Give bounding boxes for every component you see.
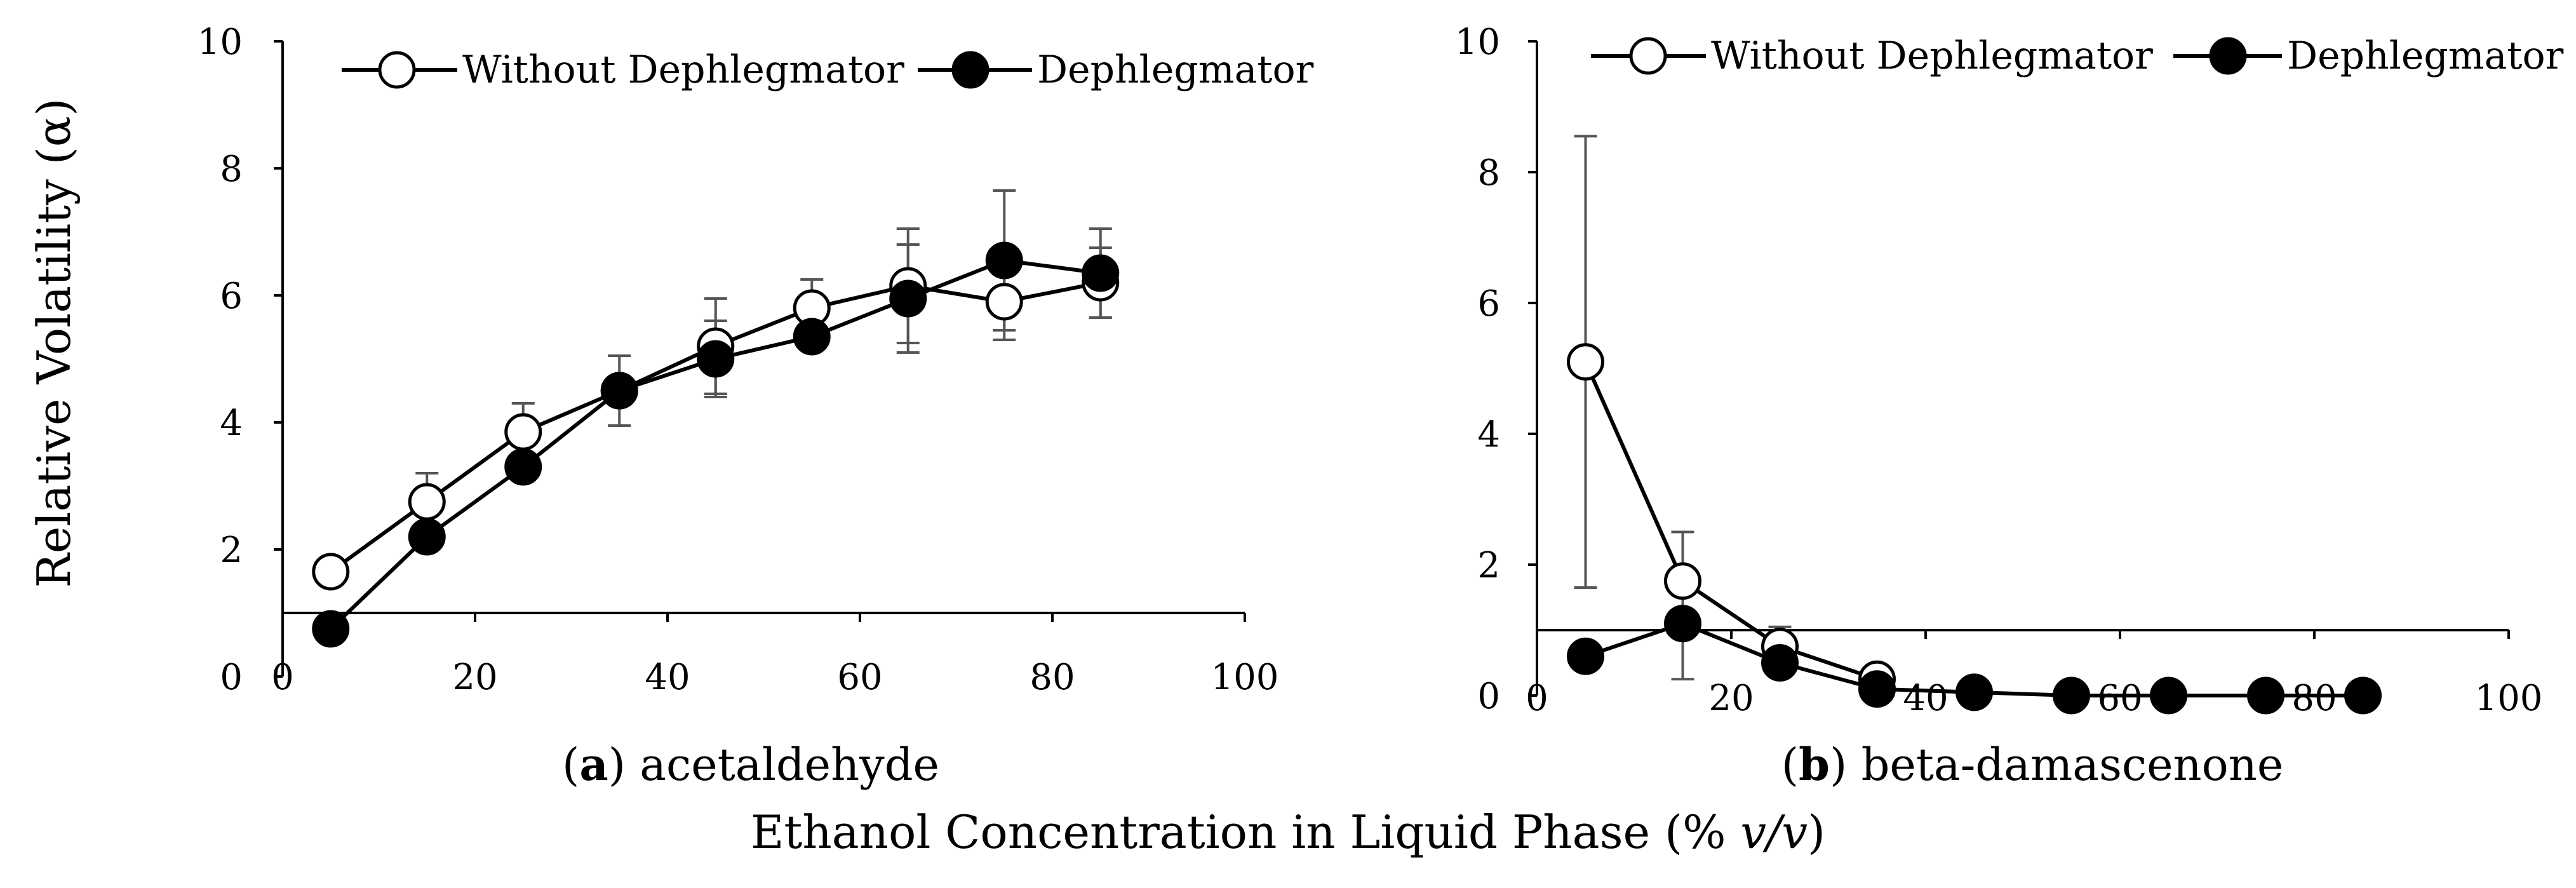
panel-a-dephlegmator-legend-label: Dephlegmator [1037,48,1314,92]
panel-a-dephlegmator-point [697,340,735,378]
panel-b-without-dephlegmator-point [1567,343,1604,381]
panel-b-y-tick-label: 2 [1477,545,1500,586]
panel-a-without-dephlegmator-point [985,283,1023,321]
panel-a-without-dephlegmator-legend-entry: Without Dephlegmator [342,48,904,92]
panel-a-dephlegmator-point [1082,254,1120,292]
panel-b-caption-name: beta-damascenone [1847,739,2283,791]
panel-a-without-dephlegmator-point [408,483,446,521]
panel-a-caption-name: acetaldehyde [626,739,939,791]
panel-a-x-tick-label: 20 [452,657,497,698]
panel-a-y-tick-label: 4 [220,403,243,444]
panel-a-y-tick-label: 0 [220,657,243,698]
panel-a-dephlegmator-point [312,610,350,648]
panel-a-dephlegmator-legend-entry: Dephlegmator [918,48,1314,92]
panel-a-dephlegmator-point [793,318,831,356]
panel-b-dephlegmator-point [2053,676,2090,715]
panel-b-without-dephlegmator-series-line [1583,361,1878,682]
x-axis-label: Ethanol Concentration in Liquid Phase (%… [751,805,1825,859]
panel-b-x-tick-label: 100 [2475,678,2543,719]
panel-b-y-tick-label: 4 [1477,414,1500,455]
panel-b-x-tick-label: 40 [1903,678,1948,719]
panel-b-dephlegmator-legend-marker [2209,37,2247,75]
panel-a-x-tick-label: 40 [645,657,690,698]
panel-b-caption: (b) beta-damascenone [1781,738,2284,791]
panel-a-x-tick-label: 60 [837,657,882,698]
panel-b-y-tick-label: 6 [1477,283,1500,325]
panel-a-dephlegmator-point [504,448,542,486]
panel-b-dephlegmator-point [2344,676,2382,715]
panel-b-dephlegmator-point [1664,605,1701,643]
panel-a-dephlegmator-point [985,241,1023,279]
panel-a-x-tick-label: 80 [1030,657,1075,698]
panel-b-y-tick-label: 0 [1477,676,1500,717]
panel-b-y-tick-label: 8 [1477,152,1500,194]
panel-a-caption: (a) acetaldehyde [562,738,939,791]
x-axis-label-unit: v/v [1740,805,1808,859]
panel-b-caption-letter: b [1799,738,1830,791]
panel-b-x-tick-label: 20 [1708,678,1754,719]
panel-b-without-dephlegmator-point [1664,562,1701,600]
panel-a-y-tick-label: 6 [220,276,243,317]
panel-b-x-tick-label: 80 [2291,678,2337,719]
panel-b-without-dephlegmator-legend-marker [1629,37,1667,75]
panel-a-dephlegmator-point [408,518,446,556]
panel-a-x-tick-label: 100 [1211,657,1279,698]
panel-a-x-tick-label: 0 [271,657,294,698]
panel-b-dephlegmator-point [1858,670,1896,708]
panel-b-dephlegmator-point [2150,676,2187,715]
panel-a-dephlegmator-point [600,372,638,410]
panel-b-dephlegmator-legend-entry: Dephlegmator [2173,34,2564,78]
panel-b-x-tick-label: 0 [1526,678,1548,719]
panel-b-without-dephlegmator-legend-entry: Without Dephlegmator [1591,34,2153,78]
panel-a-without-dephlegmator-point [312,553,350,591]
panel-b-dephlegmator-point [1761,644,1799,682]
panel-a-dephlegmator-point [889,279,927,318]
panel-b-dephlegmator-point [2247,676,2284,715]
panel-a-without-dephlegmator-legend-label: Without Dephlegmator [462,48,904,92]
panel-b-y-tick-label: 10 [1455,22,1500,63]
panel-a-without-dephlegmator-legend-marker [378,51,416,89]
panel-b-x-tick-label: 60 [2097,678,2142,719]
panel-a-y-tick-label: 10 [198,22,243,63]
panel-a-dephlegmator-legend-marker [951,51,989,89]
y-axis-label: Relative Volatility (α) [27,98,81,588]
panel-a-without-dephlegmator-point [504,413,542,451]
panel-b-dephlegmator-point [1955,673,1993,711]
panel-b-without-dephlegmator-legend-label: Without Dephlegmator [1711,34,2153,78]
panel-b-dephlegmator-point [1567,637,1604,675]
panel-a-caption-letter: a [579,738,608,791]
panel-a-y-tick-label: 2 [220,530,243,571]
panel-a-y-tick-label: 8 [220,149,243,190]
panel-b-dephlegmator-legend-label: Dephlegmator [2287,34,2564,78]
